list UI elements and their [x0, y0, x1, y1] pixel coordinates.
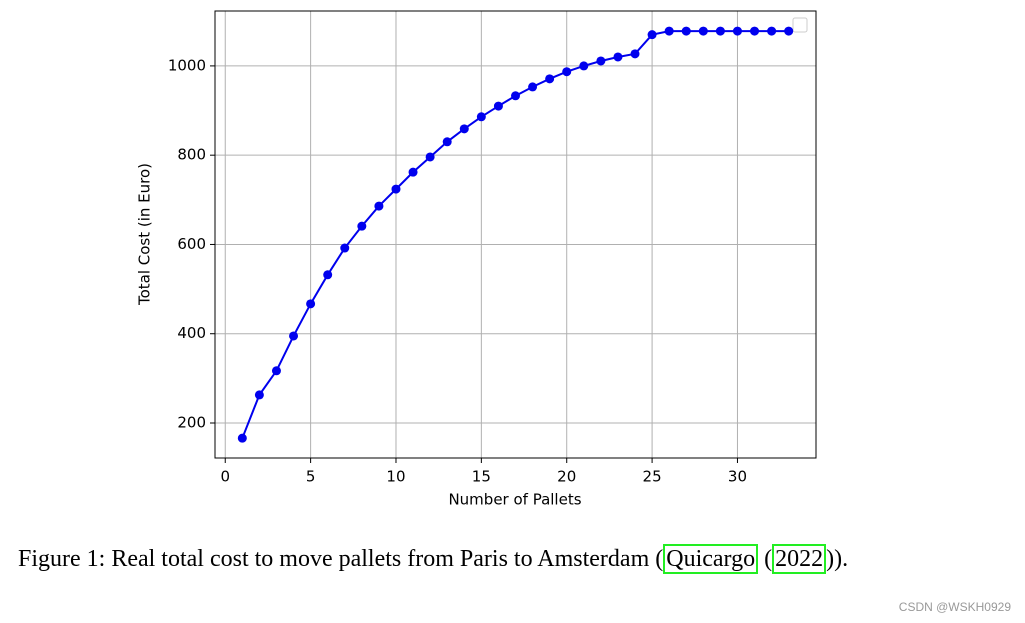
point	[254, 390, 264, 400]
point	[340, 243, 350, 253]
point	[528, 82, 538, 92]
x-tick-label: 5	[306, 468, 316, 486]
point	[271, 366, 281, 376]
point	[664, 26, 674, 36]
point	[596, 56, 606, 66]
y-tick-label: 200	[177, 414, 206, 432]
point	[425, 152, 435, 162]
point	[374, 201, 384, 211]
point	[562, 67, 572, 77]
point	[306, 299, 316, 309]
y-tick-label: 400	[177, 324, 206, 342]
x-tick-label: 10	[386, 468, 405, 486]
point	[391, 184, 401, 194]
point	[732, 26, 742, 36]
point	[715, 26, 725, 36]
x-tick-label: 30	[728, 468, 747, 486]
point	[357, 221, 367, 231]
point	[511, 91, 520, 101]
point	[493, 101, 503, 111]
caption: Figure 1: Real total cost to move pallet…	[18, 544, 849, 574]
x-tick-label: 20	[557, 468, 576, 486]
point	[750, 26, 760, 36]
point	[476, 112, 486, 122]
x-axis-label: Number of Pallets	[448, 491, 581, 509]
point	[698, 26, 708, 36]
point	[459, 124, 469, 134]
point	[579, 61, 589, 71]
citation-link[interactable]: Quicargo	[663, 544, 759, 574]
caption-text: (	[758, 546, 773, 572]
point	[442, 137, 452, 147]
point	[647, 30, 657, 40]
point	[767, 26, 777, 36]
point	[408, 167, 418, 177]
caption-text: Figure 1: Real total cost to move pallet…	[18, 546, 664, 572]
y-tick-label: 1000	[168, 56, 206, 74]
point	[784, 26, 794, 36]
point	[681, 26, 691, 36]
watermark: CSDN @WSKH0929	[898, 600, 1011, 614]
x-tick-label: 25	[643, 468, 662, 486]
x-tick-label: 0	[220, 468, 230, 486]
point	[323, 270, 333, 280]
point	[630, 49, 640, 59]
point	[545, 74, 555, 84]
y-tick-label: 600	[177, 235, 206, 253]
citation-year-link[interactable]: 2022	[772, 544, 827, 574]
plot-frame	[214, 10, 817, 459]
y-tick-label: 800	[177, 146, 206, 164]
x-tick-label: 15	[472, 468, 491, 486]
point	[289, 331, 299, 341]
legend-box	[792, 17, 808, 33]
point	[613, 52, 623, 62]
point	[237, 433, 247, 443]
chart: Number of Pallets Total Cost (in Euro) 2…	[136, 10, 817, 509]
y-axis-label: Total Cost (in Euro)	[136, 163, 154, 306]
caption-text: )).	[826, 546, 849, 572]
